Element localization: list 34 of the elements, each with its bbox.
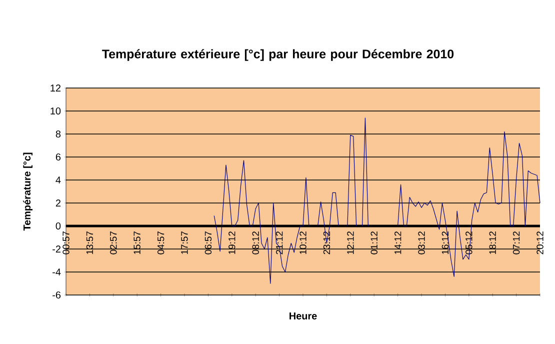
x-tick-label: 06:57 xyxy=(204,231,212,254)
y-tick-label: -2 xyxy=(52,246,60,252)
x-tick-label: 00:57 xyxy=(62,231,70,254)
y-tick-label: 10 xyxy=(50,107,61,115)
x-tick-label: 03:12 xyxy=(418,231,425,254)
x-tick-label: 21:12 xyxy=(276,231,283,254)
y-tick-label: 4 xyxy=(56,176,61,184)
x-tick-label: 18:12 xyxy=(489,231,496,254)
x-tick-label: 05:12 xyxy=(466,231,472,254)
x-tick-label: 14:12 xyxy=(394,231,402,254)
x-tick-label: 20:12 xyxy=(536,231,544,254)
x-tick-label: 16:12 xyxy=(442,231,449,254)
y-tick-label: -4 xyxy=(52,268,61,276)
y-tick-label: 12 xyxy=(50,84,60,92)
x-tick-label: 19:12 xyxy=(228,231,236,254)
x-axis-title: Heure xyxy=(290,312,317,320)
y-tick-label: 2 xyxy=(56,200,60,206)
x-tick-label: 01:12 xyxy=(370,231,378,254)
x-tick-label: 15:57 xyxy=(134,231,140,254)
x-tick-label: 12:12 xyxy=(347,231,354,254)
y-tick-label: -6 xyxy=(52,291,61,299)
y-tick-label: 8 xyxy=(56,130,61,138)
x-tick-label: 02:57 xyxy=(110,231,117,254)
x-tick-label: 13:57 xyxy=(86,231,94,254)
x-tick-label: 23:12 xyxy=(323,231,330,254)
y-axis-title: Température [°c] xyxy=(23,152,32,231)
chart-title: Température extérieure [°c] par heure pour Décembre 2010 xyxy=(102,49,454,61)
x-tick-label: 17:57 xyxy=(181,231,188,254)
x-tick-label: 04:57 xyxy=(157,231,164,254)
y-tick-label: 6 xyxy=(56,153,61,161)
x-tick-label: 10:12 xyxy=(300,231,306,254)
x-tick-label: 07:12 xyxy=(512,231,520,254)
x-tick-label: 08:12 xyxy=(252,231,259,254)
y-tick-label: 0 xyxy=(56,222,61,230)
